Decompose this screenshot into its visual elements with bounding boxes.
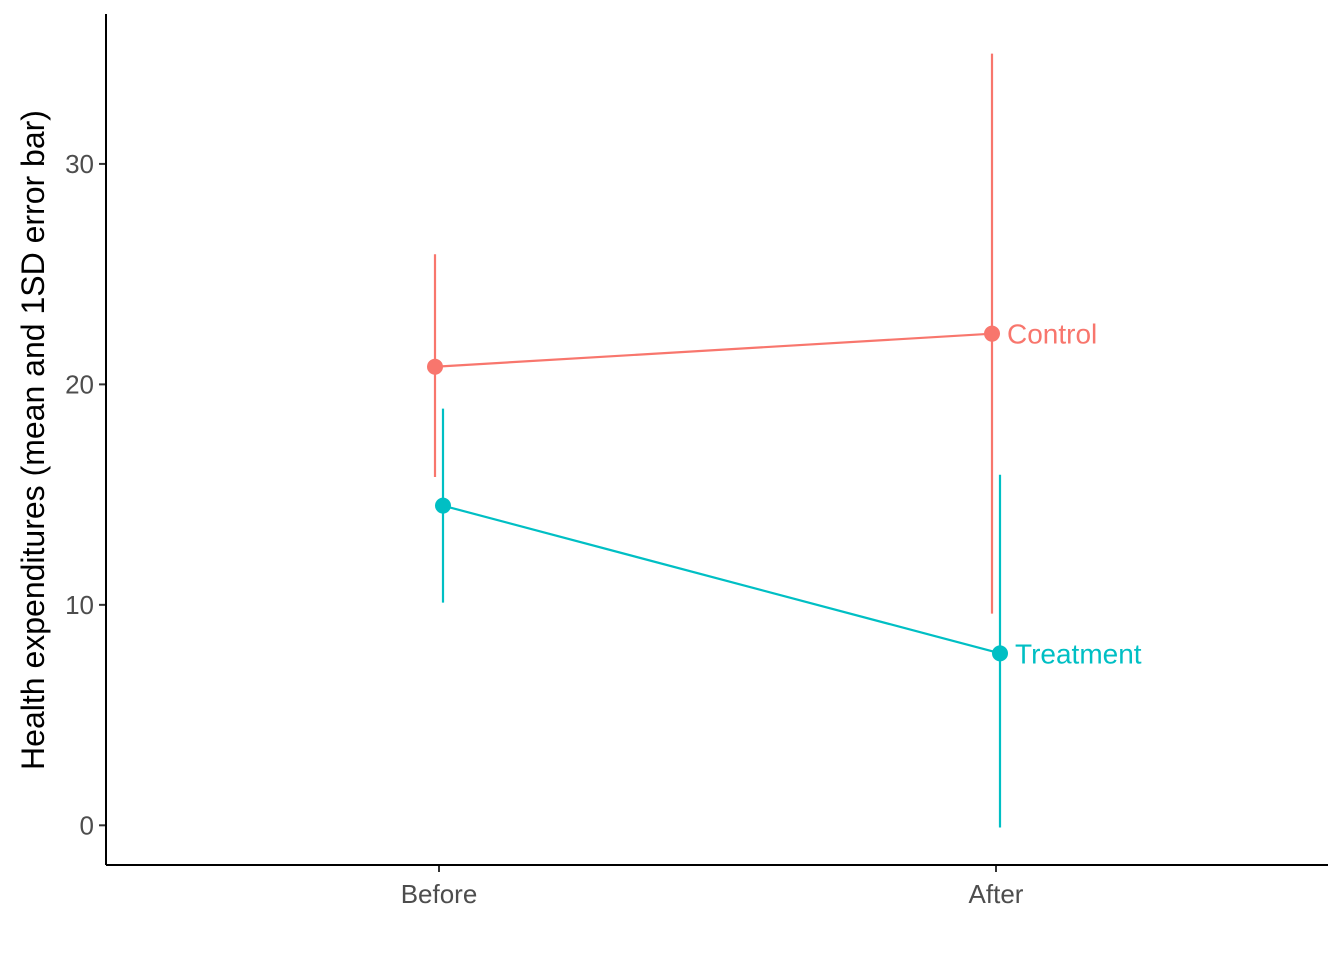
data-point-control xyxy=(427,358,443,375)
data-point-treatment xyxy=(435,497,451,514)
series-control: Control xyxy=(427,53,1097,614)
series-label-treatment: Treatment xyxy=(1015,638,1142,669)
series-treatment: Treatment xyxy=(435,408,1142,828)
series-label-control: Control xyxy=(1007,319,1097,350)
y-axis-title: Health expenditures (mean and 1SD error … xyxy=(15,110,51,770)
x-tick-label: Before xyxy=(401,879,478,909)
y-tick-label: 10 xyxy=(65,590,94,620)
y-tick-label: 0 xyxy=(80,810,94,840)
y-axis-ticks: 0 10 20 30 xyxy=(65,149,106,840)
data-point-treatment xyxy=(992,645,1008,662)
series-layer: Control Treatment xyxy=(427,53,1142,828)
x-tick-label: After xyxy=(969,879,1024,909)
x-axis-ticks: Before After xyxy=(401,865,1024,909)
series-line-treatment xyxy=(442,504,1001,655)
series-line-control xyxy=(434,332,993,368)
y-tick-label: 20 xyxy=(65,369,94,399)
data-point-control xyxy=(984,325,1000,342)
y-tick-label: 30 xyxy=(65,149,94,179)
